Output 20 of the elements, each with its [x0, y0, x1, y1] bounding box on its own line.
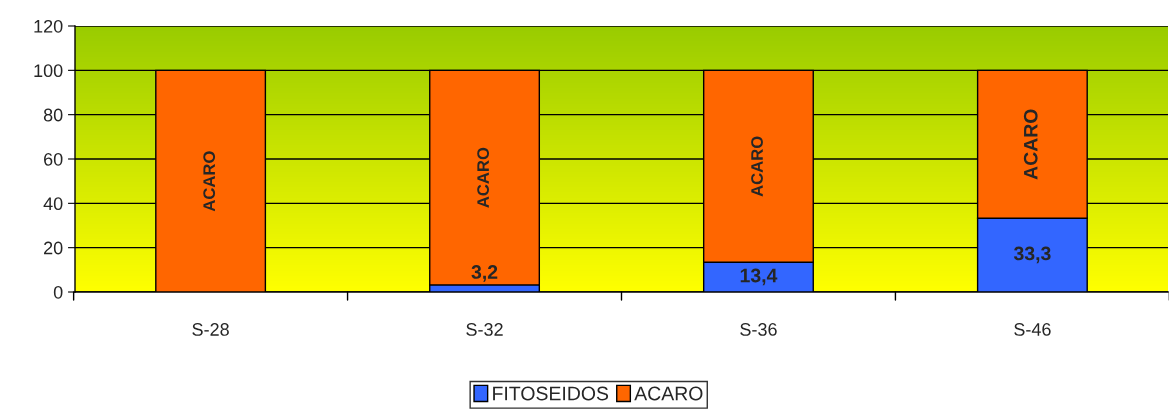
data-label: 33,3 — [1013, 246, 1051, 264]
data-label: ACARO — [203, 151, 216, 212]
y-tick-label: 20 — [44, 241, 63, 255]
legend-label: ACARO — [634, 386, 703, 401]
x-tick-label: S-28 — [192, 323, 229, 336]
x-tick-label: S-36 — [740, 323, 777, 336]
y-tick-label: 120 — [34, 19, 63, 33]
data-label: ACARO — [751, 136, 763, 197]
data-label: 13,4 — [740, 268, 778, 286]
legend-label: FITOSEIDOS — [493, 386, 609, 401]
x-tick-label: S-46 — [1014, 323, 1051, 336]
data-label: 3,2 — [471, 265, 498, 282]
y-tick-label: 0 — [53, 285, 63, 299]
y-tick-label: 60 — [44, 152, 63, 166]
y-tick-label: 40 — [43, 197, 63, 211]
data-label: ACARO — [1023, 109, 1038, 180]
data-label: ACARO — [477, 147, 490, 208]
y-tick-label: 80 — [43, 108, 63, 122]
y-tick-label: 100 — [34, 64, 63, 78]
x-tick-label: S-32 — [466, 323, 503, 336]
